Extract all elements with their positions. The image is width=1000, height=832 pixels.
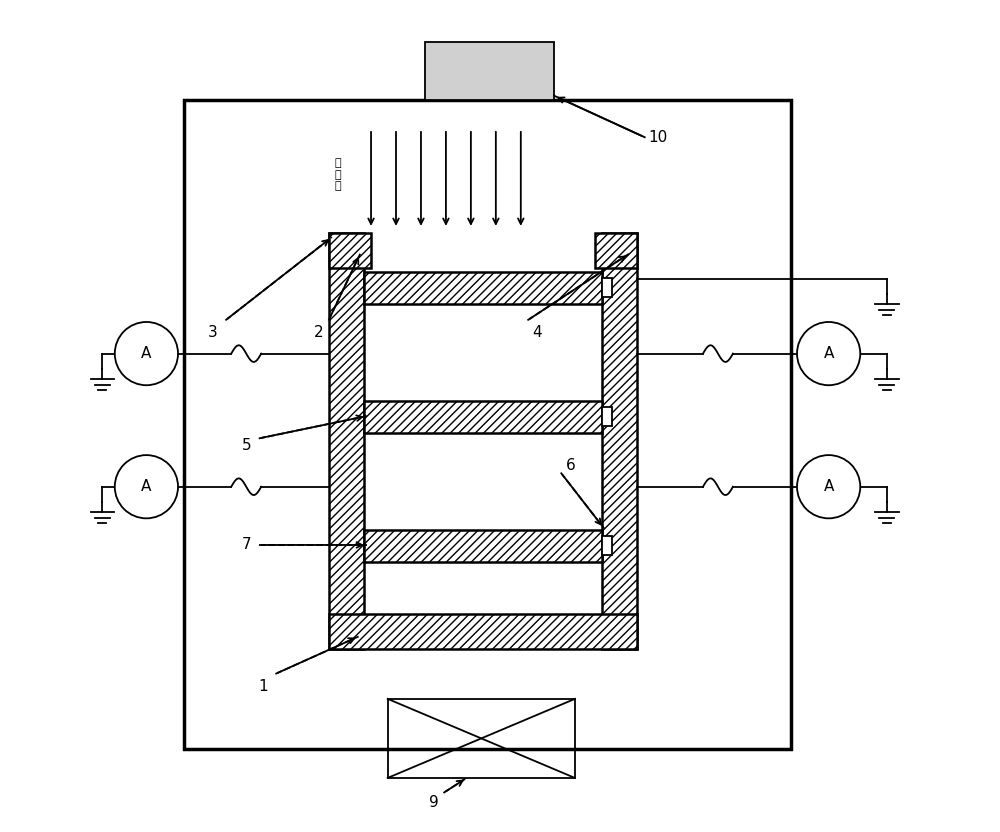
Text: 3: 3 <box>208 325 218 340</box>
Text: 电
子
束: 电 子 束 <box>334 158 341 191</box>
Bar <box>595 233 637 268</box>
Text: 7: 7 <box>241 537 251 552</box>
Bar <box>388 699 575 778</box>
Bar <box>602 279 612 297</box>
Text: 2: 2 <box>314 325 323 340</box>
Text: 10: 10 <box>648 130 668 145</box>
Bar <box>364 530 602 562</box>
Circle shape <box>797 455 860 518</box>
Bar <box>425 42 554 100</box>
Circle shape <box>115 455 178 518</box>
Text: 9: 9 <box>429 795 438 810</box>
Bar <box>329 614 637 649</box>
Text: 5: 5 <box>241 438 251 453</box>
Text: A: A <box>141 346 152 361</box>
Bar <box>602 408 612 426</box>
Bar <box>364 401 602 433</box>
Bar <box>329 233 364 649</box>
Bar <box>364 272 602 304</box>
Bar <box>602 537 612 555</box>
Bar <box>184 100 791 749</box>
Text: A: A <box>141 479 152 494</box>
Circle shape <box>115 322 178 385</box>
Bar <box>329 233 371 268</box>
Circle shape <box>797 322 860 385</box>
Text: 6: 6 <box>566 458 576 473</box>
Text: 4: 4 <box>533 325 542 340</box>
Bar <box>602 233 637 649</box>
Text: 1: 1 <box>258 679 268 694</box>
Text: A: A <box>823 479 834 494</box>
Text: A: A <box>823 346 834 361</box>
